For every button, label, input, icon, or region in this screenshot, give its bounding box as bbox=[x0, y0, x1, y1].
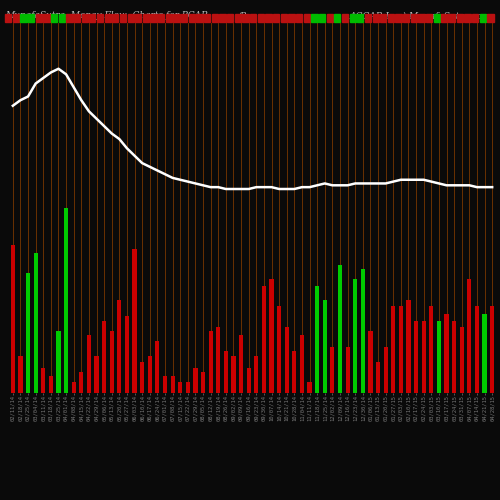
Bar bbox=[232, 356, 235, 393]
Text: ACCAR Inc.) MunafaSutra.com: ACCAR Inc.) MunafaSutra.com bbox=[350, 12, 492, 20]
Bar bbox=[64, 208, 68, 392]
Bar bbox=[10, 244, 15, 392]
Bar bbox=[330, 348, 334, 393]
Bar bbox=[444, 314, 448, 392]
Bar bbox=[482, 314, 486, 392]
Bar bbox=[201, 372, 205, 392]
Bar bbox=[490, 306, 494, 392]
Bar bbox=[376, 362, 380, 392]
Bar bbox=[475, 306, 479, 392]
Bar bbox=[148, 356, 152, 393]
Bar bbox=[140, 362, 144, 392]
Bar bbox=[102, 320, 106, 392]
Bar bbox=[254, 356, 258, 393]
Bar bbox=[224, 352, 228, 393]
Text: /P: /P bbox=[238, 12, 246, 20]
Bar bbox=[270, 280, 274, 392]
Bar bbox=[429, 306, 434, 392]
Bar bbox=[34, 252, 38, 392]
Bar bbox=[49, 376, 53, 392]
Bar bbox=[308, 382, 312, 392]
Bar bbox=[208, 331, 212, 392]
Bar bbox=[186, 382, 190, 392]
Bar bbox=[163, 376, 167, 392]
Bar bbox=[360, 269, 365, 392]
Bar bbox=[460, 326, 464, 392]
Bar bbox=[118, 300, 122, 392]
Bar bbox=[284, 326, 289, 392]
Bar bbox=[94, 356, 98, 393]
Bar bbox=[170, 376, 174, 392]
Bar bbox=[56, 331, 60, 392]
Bar bbox=[399, 306, 403, 392]
Bar bbox=[452, 320, 456, 392]
Bar bbox=[156, 341, 160, 392]
Bar bbox=[87, 335, 91, 392]
Bar bbox=[422, 320, 426, 392]
Bar bbox=[346, 348, 350, 393]
Bar bbox=[353, 280, 358, 392]
Bar bbox=[216, 326, 220, 392]
Bar bbox=[26, 274, 30, 392]
Bar bbox=[391, 306, 396, 392]
Bar bbox=[110, 331, 114, 392]
Bar bbox=[246, 368, 251, 392]
Bar bbox=[338, 265, 342, 392]
Bar bbox=[18, 356, 22, 393]
Bar bbox=[368, 331, 372, 392]
Bar bbox=[384, 348, 388, 393]
Bar bbox=[194, 368, 198, 392]
Bar bbox=[132, 248, 136, 392]
Bar bbox=[178, 382, 182, 392]
Bar bbox=[414, 320, 418, 392]
Bar bbox=[277, 306, 281, 392]
Bar bbox=[72, 382, 76, 392]
Bar bbox=[300, 335, 304, 392]
Bar bbox=[125, 316, 129, 392]
Bar bbox=[41, 368, 46, 392]
Bar bbox=[79, 372, 84, 392]
Bar bbox=[468, 280, 471, 392]
Bar bbox=[292, 352, 296, 393]
Bar bbox=[239, 335, 243, 392]
Bar bbox=[437, 320, 441, 392]
Text: MunafaSutra  Money Flow  Charts for PCAR: MunafaSutra Money Flow Charts for PCAR bbox=[5, 12, 208, 20]
Bar bbox=[315, 286, 320, 393]
Bar bbox=[406, 300, 410, 392]
Bar bbox=[322, 300, 327, 392]
Bar bbox=[262, 286, 266, 393]
